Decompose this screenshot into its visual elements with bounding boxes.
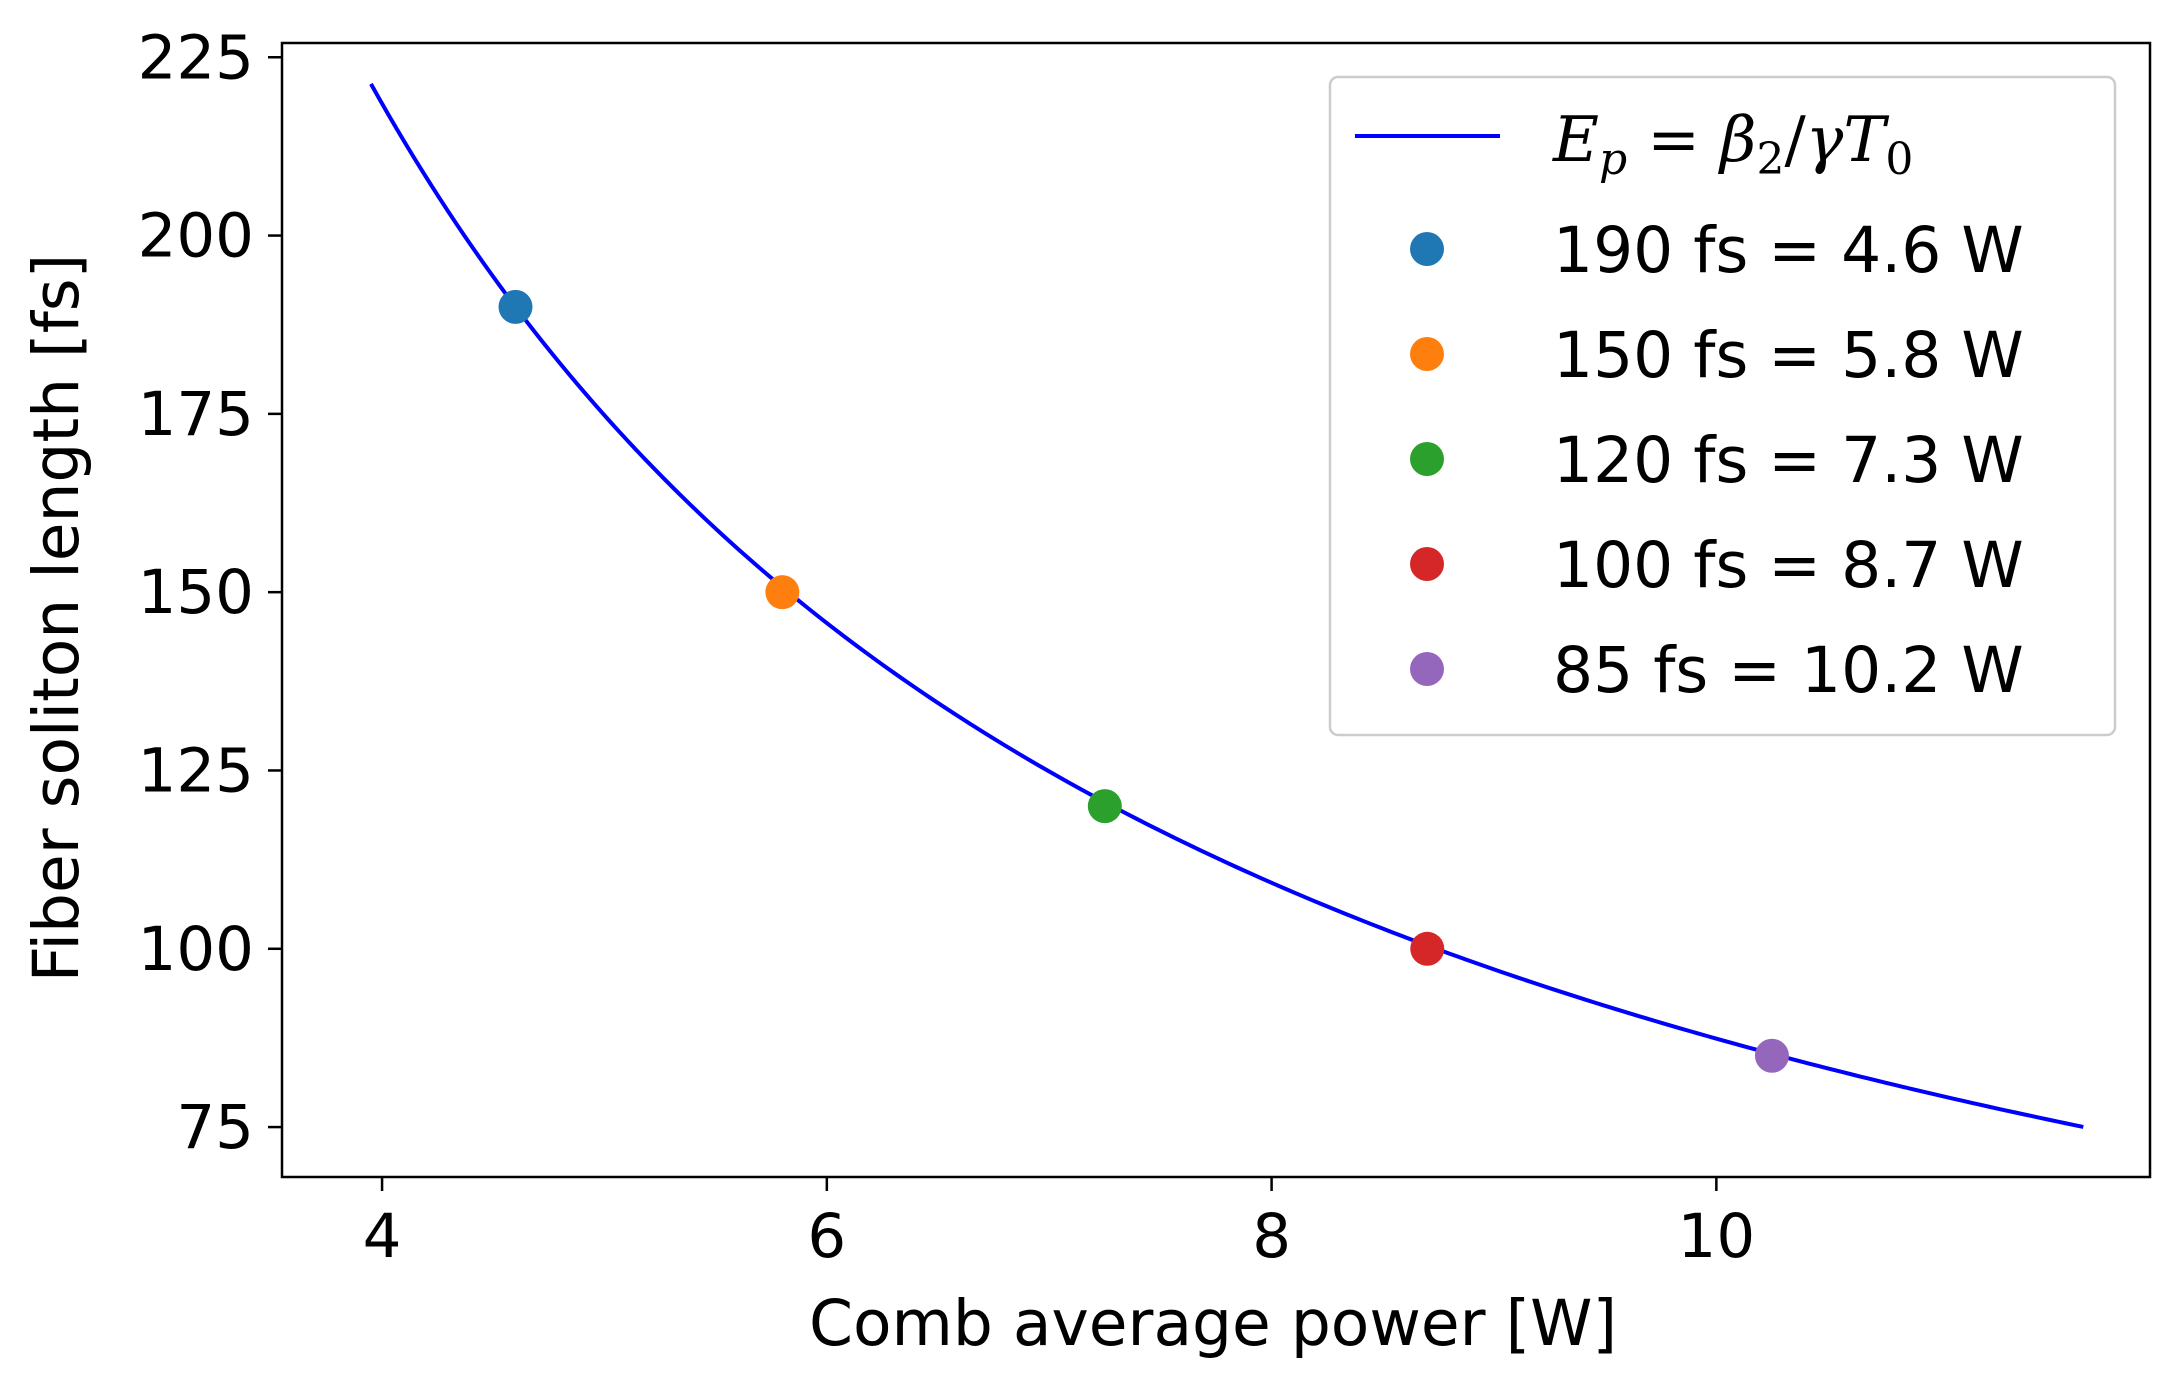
y-axis: 75 100 125 150 175 200 225 <box>138 22 282 1163</box>
legend-marker <box>1410 232 1444 266</box>
legend-entry-label: 190 fs = 4.6 W <box>1553 214 2024 287</box>
legend-marker <box>1410 652 1444 686</box>
soliton-curve <box>369 82 2084 1129</box>
y-axis-label: Fiber soliton length [fs] <box>20 254 93 982</box>
legend-marker <box>1410 547 1444 581</box>
y-tick-label: 175 <box>138 379 254 450</box>
y-tick-label: 75 <box>176 1092 254 1163</box>
x-axis-label: Comb average power [W] <box>809 1287 1617 1360</box>
plot-area <box>369 82 2084 1129</box>
plot-frame <box>280 41 2152 1179</box>
legend-entry-label: 150 fs = 5.8 W <box>1553 319 2024 392</box>
legend-marker <box>1410 337 1444 371</box>
data-point <box>1410 931 1445 966</box>
legend-marker <box>1410 442 1444 476</box>
x-axis: 4 6 8 10 <box>363 1177 1756 1272</box>
x-tick-label: 8 <box>1252 1201 1291 1272</box>
y-tick-label: 150 <box>138 557 254 628</box>
x-tick-label: 4 <box>363 1201 402 1272</box>
y-tick-label: 125 <box>138 735 254 806</box>
y-tick-label: 100 <box>138 914 254 985</box>
legend-entry-label: 100 fs = 8.7 W <box>1553 529 2024 602</box>
y-tick-label: 200 <box>138 201 254 272</box>
x-tick-label: 6 <box>807 1201 846 1272</box>
data-point <box>1754 1038 1789 1073</box>
x-tick-label: 10 <box>1678 1201 1756 1272</box>
data-point <box>498 289 533 324</box>
data-point <box>1087 789 1122 824</box>
legend-entry-label: 85 fs = 10.2 W <box>1553 634 2024 707</box>
y-tick-label: 225 <box>138 22 254 93</box>
data-point <box>765 575 800 610</box>
legend-entry-label: 120 fs = 7.3 W <box>1553 424 2024 497</box>
legend-box <box>1328 75 2117 737</box>
